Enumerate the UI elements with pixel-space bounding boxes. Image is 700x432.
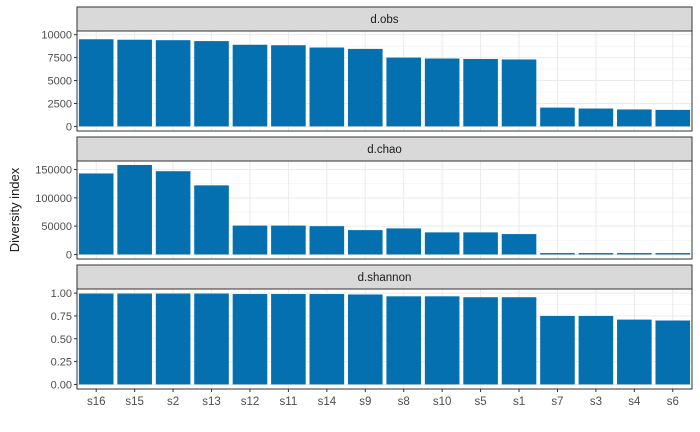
bar-s9	[347, 294, 383, 385]
bar-s7	[540, 253, 575, 255]
y-tick-label: 0.00	[51, 379, 72, 391]
y-tick-label: 0	[66, 121, 72, 133]
facet-panel-d-chao: d.chao 0 50000 100000 150000	[35, 136, 693, 261]
bar-s12	[232, 294, 268, 385]
y-tick-label: 1.00	[51, 288, 72, 300]
x-tick-label: s13	[202, 396, 221, 408]
bar-s5	[463, 232, 498, 255]
bar-s2	[155, 40, 191, 127]
x-tick-label: s7	[551, 396, 563, 408]
x-tick-label: s1	[513, 396, 525, 408]
bar-s2	[155, 293, 191, 385]
bar-s4	[617, 319, 652, 385]
panel-border	[76, 160, 693, 260]
bar-s6	[655, 253, 691, 255]
bar-s8	[386, 228, 422, 255]
bar-s9	[347, 230, 383, 255]
bar-s13	[194, 185, 229, 255]
facet-strip-title: d.obs	[370, 14, 398, 26]
bar-s1	[501, 297, 537, 385]
bar-s14	[309, 47, 345, 127]
bar-s6	[655, 320, 691, 385]
bar-s7	[540, 315, 575, 385]
facet-panel-d-shannon: d.shannon 0.00 0.25 0.50 0.75 1.00	[51, 264, 693, 391]
bar-s1	[501, 234, 537, 255]
bar-s7	[540, 107, 575, 127]
x-tick-label: s8	[398, 396, 410, 408]
y-tick-label: 100000	[35, 193, 72, 205]
y-tick-label: 7500	[48, 53, 72, 65]
bar-s5	[463, 58, 498, 127]
bar-s12	[232, 225, 268, 255]
bar-s15	[117, 164, 152, 255]
y-tick-label: 0.50	[51, 334, 72, 346]
bar-s16	[78, 39, 114, 127]
x-tick-label: s12	[241, 396, 260, 408]
bar-s15	[117, 39, 152, 127]
x-tick-label: s9	[359, 396, 371, 408]
facet-strip-title: d.chao	[367, 144, 402, 156]
bar-s16	[78, 173, 114, 255]
bar-s3	[578, 108, 614, 127]
y-axis-title: Diversity index	[7, 167, 22, 252]
x-axis: s16 s15 s2 s13 s12 s11 s14 s9 s8 s10 s5 s1 s7 s3 s4 s6	[87, 389, 679, 408]
y-tick-label: 150000	[35, 164, 72, 176]
bar-s9	[347, 48, 383, 127]
bar-s15	[117, 293, 152, 385]
x-tick-label: s15	[125, 396, 144, 408]
bar-s13	[194, 293, 229, 385]
bar-s8	[386, 296, 422, 385]
y-tick-label: 50000	[41, 221, 72, 233]
facet-strip	[76, 6, 693, 32]
bar-s12	[232, 44, 268, 127]
bar-s3	[578, 315, 614, 385]
bar-s10	[424, 296, 460, 385]
facet-panels: d.obs 0 2500 5000 7500 10000 d.chao 0 50000 10000…	[35, 6, 693, 391]
x-tick-label: s11	[280, 396, 298, 408]
bar-s10	[424, 232, 460, 255]
facet-panel-d-obs: d.obs 0 2500 5000 7500 10000	[41, 6, 693, 133]
bar-s11	[271, 225, 306, 255]
x-tick-label: s5	[475, 396, 487, 408]
y-tick-label: 2500	[48, 98, 72, 110]
facet-strip	[76, 136, 693, 162]
bar-s4	[617, 109, 652, 127]
facet-strip	[76, 264, 693, 290]
bar-s13	[194, 41, 229, 127]
bar-s3	[578, 253, 614, 255]
bar-s5	[463, 297, 498, 385]
x-tick-label: s2	[167, 396, 179, 408]
x-tick-label: s16	[87, 396, 106, 408]
bar-s6	[655, 109, 691, 127]
bar-s4	[617, 253, 652, 255]
x-tick-label: s10	[433, 396, 452, 408]
facet-strip-title: d.shannon	[358, 272, 412, 284]
bar-s11	[271, 294, 306, 385]
bar-s2	[155, 171, 191, 255]
y-tick-label: 0.75	[51, 311, 72, 323]
x-tick-label: s14	[318, 396, 337, 408]
bar-s16	[78, 293, 114, 385]
y-tick-label: 0	[66, 249, 72, 261]
bar-s14	[309, 294, 345, 385]
bar-s11	[271, 45, 306, 127]
bar-s1	[501, 59, 537, 127]
y-tick-label: 0.25	[51, 357, 72, 369]
x-tick-label: s6	[667, 396, 679, 408]
y-tick-label: 5000	[48, 76, 72, 88]
bar-s8	[386, 57, 422, 127]
y-tick-label: 10000	[41, 30, 72, 42]
x-tick-label: s3	[590, 396, 602, 408]
bar-s10	[424, 58, 460, 127]
bar-s14	[309, 226, 345, 255]
x-tick-label: s4	[628, 396, 641, 408]
